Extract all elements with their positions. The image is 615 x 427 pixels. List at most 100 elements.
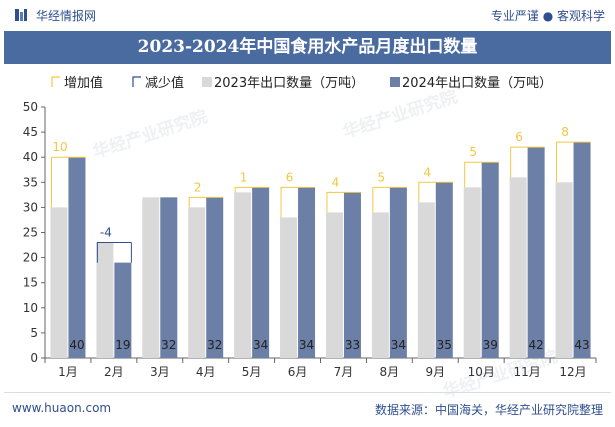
value-label-2024: 42 — [528, 338, 543, 352]
value-label-2024: 34 — [253, 338, 268, 352]
x-tick-label: 7月 — [334, 365, 354, 379]
value-label-2024: 34 — [299, 338, 314, 352]
footer-divider — [4, 392, 611, 393]
legend-decrease-swatch — [132, 76, 141, 87]
difference-label: 6 — [286, 170, 294, 184]
difference-label: 10 — [52, 140, 67, 154]
x-tick-label: 12月 — [559, 365, 586, 379]
bar-2023 — [142, 197, 160, 358]
legend-label: 2023年出口数量（万吨） — [214, 76, 364, 91]
decrease-bracket — [96, 242, 132, 263]
increase-bracket — [234, 186, 270, 193]
website-link[interactable]: www.huaon.com — [12, 401, 112, 415]
difference-label: -4 — [100, 226, 112, 240]
bar-2024 — [298, 187, 316, 358]
bar-2023 — [188, 207, 206, 358]
bar-2023 — [463, 187, 481, 358]
increase-bracket — [510, 146, 545, 178]
increase-bracket — [556, 141, 591, 183]
chart-title: 2023-2024年中国食用水产品月度出口数量 — [137, 37, 478, 57]
y-tick-label: 50 — [23, 100, 38, 114]
difference-label: 4 — [423, 165, 431, 179]
difference-label: 4 — [332, 175, 340, 189]
y-tick-label: 20 — [23, 251, 38, 265]
bar-2024 — [573, 142, 591, 358]
y-tick-label: 35 — [23, 175, 38, 189]
y-tick-label: 40 — [23, 150, 38, 164]
bar-2024 — [527, 147, 545, 358]
x-tick-label: 10月 — [468, 365, 495, 379]
bar-2024 — [68, 157, 86, 358]
y-tick-label: 30 — [23, 200, 38, 214]
value-label-2024: 33 — [345, 338, 360, 352]
bar-2023 — [325, 212, 343, 358]
x-tick-label: 1月 — [58, 365, 78, 379]
bar-2024 — [343, 192, 361, 358]
bar-2024 — [206, 197, 224, 358]
bar-2023 — [417, 202, 435, 358]
value-label-2024: 35 — [437, 338, 452, 352]
chart-area: 增加值 减少值 2023年出口数量（万吨） 2024年出口数量（万吨） 0510152… — [23, 75, 597, 379]
data-labels: 10 40 -4 19 32 2 32 1 34 6 34 4 33 5 34 4 35 5 39 6 42 8 43 — [52, 125, 589, 352]
difference-label: 1 — [240, 170, 248, 184]
y-tick-label: 25 — [23, 226, 38, 240]
legend: 增加值 减少值 2023年出口数量（万吨） 2024年出口数量（万吨） — [51, 75, 552, 91]
data-source: 数据来源：中国海关，华经产业研究院整理 — [374, 403, 603, 417]
difference-label: 6 — [515, 130, 523, 144]
bar-2023 — [96, 242, 114, 358]
difference-label: 5 — [378, 170, 386, 184]
x-tick-label: 4月 — [196, 365, 216, 379]
bar-2023 — [280, 217, 298, 358]
legend-2024-swatch — [390, 77, 400, 87]
difference-label: 8 — [561, 125, 569, 139]
difference-label: 5 — [469, 145, 477, 159]
value-label-2024: 39 — [483, 338, 498, 352]
bar-2024 — [481, 162, 499, 358]
top-bar: 华经情报网 专业严谨 ● 客观科学 — [0, 0, 615, 30]
x-tick-label: 8月 — [380, 365, 400, 379]
tagline: 专业严谨 ● 客观科学 — [490, 9, 605, 23]
brand-name: 华经情报网 — [36, 9, 97, 23]
y-tick-label: 45 — [23, 125, 38, 139]
y-tick-label: 0 — [30, 351, 38, 365]
bar-2023 — [371, 212, 389, 358]
increase-bracket — [464, 161, 499, 188]
x-tick-label: 9月 — [425, 365, 445, 379]
bar-2023 — [234, 192, 252, 358]
increase-bracket — [372, 186, 407, 213]
bar-2023 — [509, 177, 527, 358]
bar-2024 — [160, 197, 178, 358]
y-tick-label: 5 — [30, 326, 38, 340]
legend-increase-swatch — [51, 76, 60, 87]
legend-2023-swatch — [202, 77, 212, 87]
increase-bracket — [188, 196, 224, 208]
increase-bracket — [418, 181, 453, 203]
bars — [50, 141, 591, 358]
value-label-2024: 32 — [161, 338, 176, 352]
legend-label: 增加值 — [64, 75, 103, 91]
huajing-logo-icon — [15, 9, 27, 21]
value-label-2024: 19 — [115, 338, 130, 352]
x-tick-label: 5月 — [242, 365, 262, 379]
bar-2024 — [389, 187, 407, 358]
value-label-2024: 34 — [391, 338, 406, 352]
legend-label: 减少值 — [145, 75, 184, 91]
bar-2024 — [114, 262, 132, 358]
value-label-2024: 32 — [207, 338, 222, 352]
y-tick-label: 15 — [23, 276, 38, 290]
bar-2024 — [252, 187, 270, 358]
x-tick-label: 11月 — [513, 365, 540, 379]
y-tick-label: 10 — [23, 301, 38, 315]
bar-2023 — [555, 182, 573, 358]
x-tick-label: 2月 — [104, 365, 124, 379]
increase-bracket — [326, 191, 361, 213]
increase-bracket — [280, 186, 316, 218]
difference-label: 2 — [194, 180, 202, 194]
bar-2024 — [435, 182, 453, 358]
value-label-2024: 40 — [69, 338, 84, 352]
title-band: 2023-2024年中国食用水产品月度出口数量 — [4, 31, 611, 64]
bar-2023 — [50, 207, 68, 358]
legend-label: 2024年出口数量（万吨） — [402, 76, 552, 91]
increase-bracket — [50, 156, 86, 208]
